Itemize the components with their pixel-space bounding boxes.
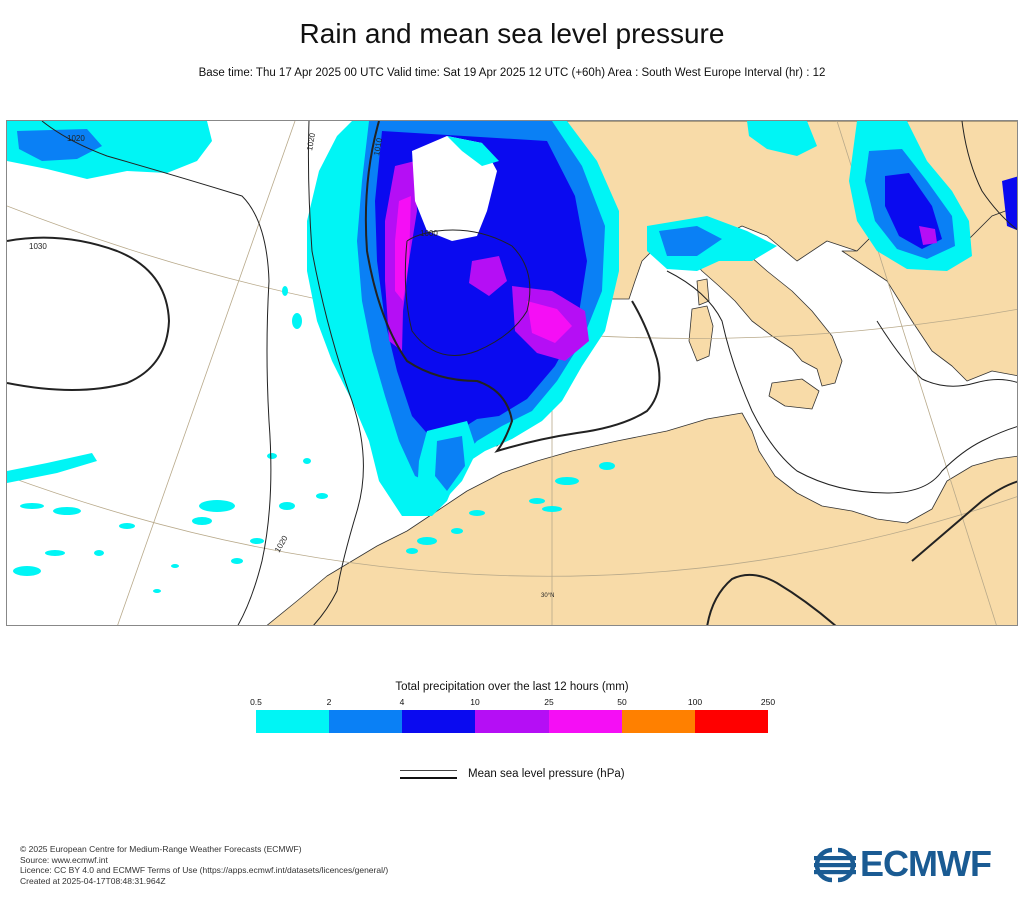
colorbar-swatch-1 — [329, 710, 403, 733]
precipitation-colorbar — [256, 710, 768, 733]
legend-tick: 0.5 — [250, 697, 262, 707]
legend-title: Total precipitation over the last 12 hou… — [395, 681, 629, 693]
precip-balkans-core — [919, 226, 937, 245]
precip-east-edge — [1002, 176, 1017, 231]
isobar-mediterranean — [666, 270, 1017, 494]
chart-title: Rain and mean sea level pressure — [299, 18, 725, 49]
colorbar-swatch-4 — [548, 710, 622, 733]
credits: © 2025 European Centre for Medium-Range … — [20, 844, 388, 886]
credits-copyright: © 2025 European Centre for Medium-Range … — [20, 844, 302, 854]
colorbar-swatch-0 — [256, 710, 330, 733]
colorbar-swatch-3 — [475, 710, 549, 733]
precip-showers — [13, 286, 615, 593]
graticule-lat-lower — [7, 475, 1017, 577]
colorbar-swatch-6 — [694, 710, 768, 733]
isobar-1020-inner — [307, 121, 364, 625]
legend-tick: 2 — [326, 697, 332, 707]
precip-core-central — [469, 256, 507, 296]
land-north-africa — [266, 412, 1017, 625]
isobar-label-5: 1000 — [420, 229, 438, 238]
precip-ligurian-blue — [659, 226, 722, 256]
isobar-north-africa — [706, 573, 837, 625]
land-sardinia — [688, 305, 714, 362]
precip-atlantic-streak — [7, 453, 97, 483]
isobar-label-2: 1020 — [305, 132, 317, 152]
colorbar-swatch-2 — [402, 710, 476, 733]
ecmwf-logo-text: ECMWF — [860, 843, 992, 884]
precip-dry-slot-edge — [447, 136, 499, 166]
ecmwf-logo: ECMWF — [812, 843, 1008, 884]
isobar-1010 — [364, 121, 661, 453]
latitude-label: 30°N — [541, 593, 554, 599]
chart-subtitle: Base time: Thu 17 Apr 2025 00 UTC Valid … — [198, 67, 826, 79]
isobar-label-4: 1010 — [372, 137, 384, 157]
legend-tick: 4 — [399, 697, 405, 707]
isobar-1000 — [404, 229, 531, 356]
isobar-label-1: 1020 — [67, 134, 85, 143]
mslp-legend-label: Mean sea level pressure (hPa) — [468, 768, 625, 780]
legend-ticks: 0.5 2 4 10 25 50 100 250 — [250, 697, 775, 709]
credits-created: Created at 2025-04-17T08:48:31.964Z — [20, 875, 166, 886]
isobars — [7, 121, 1017, 625]
isobar-far-east — [911, 480, 1017, 562]
colorbar-swatch-5 — [621, 710, 695, 733]
precip-core-west-magenta — [395, 196, 411, 301]
mslp-legend: Mean sea level pressure (hPa) — [400, 768, 700, 782]
mslp-legend-thick-line — [400, 777, 457, 779]
isobar-northeast — [961, 121, 1017, 231]
isobar-1020-west — [41, 121, 272, 625]
graticule-lon-1 — [117, 121, 296, 625]
isobar-label-3: 1030 — [29, 242, 47, 251]
isobar-1030 — [7, 236, 171, 391]
precip-alps — [747, 121, 817, 156]
land-sicily — [768, 378, 820, 410]
isobar-east-1 — [876, 320, 1017, 387]
legend-tick: 50 — [617, 697, 627, 707]
ecmwf-logo-icon — [814, 847, 856, 883]
credits-source: Source: www.ecmwf.int — [20, 854, 108, 865]
precip-gibraltar-blue — [435, 436, 465, 491]
mslp-legend-thin-line — [400, 770, 457, 771]
credits-licence: Licence: CC BY 4.0 and ECMWF Terms of Us… — [20, 865, 389, 875]
precip-northwest-blue — [17, 129, 102, 161]
legend-tick: 25 — [544, 697, 554, 707]
legend-tick: 250 — [760, 697, 776, 707]
precip-dry-slot — [412, 136, 497, 241]
map-panel: 1020 1020 1030 1010 1000 1020 30°N — [6, 120, 1018, 626]
legend-tick: 10 — [470, 697, 480, 707]
precipitation-field — [7, 121, 1017, 593]
precip-core-east-magenta — [527, 301, 572, 343]
legend-tick: 100 — [687, 697, 703, 707]
weather-map: 1020 1020 1030 1010 1000 1020 30°N — [7, 121, 1017, 625]
